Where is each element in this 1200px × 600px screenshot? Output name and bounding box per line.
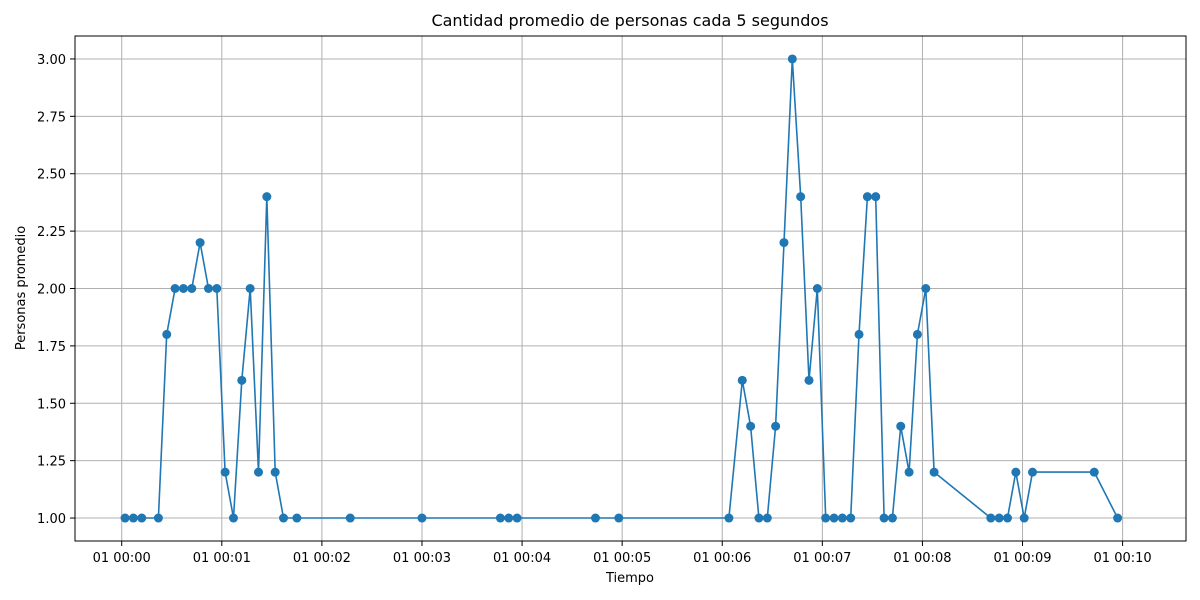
y-tick-label: 1.00 xyxy=(37,512,66,527)
data-point xyxy=(879,513,889,523)
data-point xyxy=(178,284,188,293)
data-point xyxy=(495,513,505,523)
data-point xyxy=(212,284,222,293)
data-point xyxy=(994,513,1004,523)
data-point xyxy=(837,513,847,523)
data-point xyxy=(854,329,864,339)
x-tick-label: 01 00:10 xyxy=(1094,551,1152,566)
data-point xyxy=(904,467,914,477)
axis-ticks: 01 00:00 01 00:01 01 00:02 01 00:03 01 00:04… xyxy=(37,53,1152,566)
data-point xyxy=(1019,513,1029,523)
data-point xyxy=(787,54,797,64)
data-point xyxy=(929,467,939,477)
data-point xyxy=(253,467,263,477)
data-point xyxy=(887,513,897,523)
x-tick-label: 01 00:01 xyxy=(193,551,251,566)
data-point xyxy=(220,467,230,477)
data-point xyxy=(345,513,355,523)
data-point xyxy=(262,192,272,202)
y-tick-label: 2.00 xyxy=(37,283,66,298)
data-point xyxy=(195,238,205,248)
y-axis-label: Personas promedio xyxy=(14,226,29,350)
x-tick-label: 01 00:07 xyxy=(793,551,851,566)
data-point xyxy=(292,513,302,523)
data-point xyxy=(746,421,756,431)
data-point xyxy=(237,375,247,385)
y-tick-label: 1.75 xyxy=(37,340,66,355)
y-tick-label: 2.25 xyxy=(37,225,66,240)
x-tick-label: 01 00:03 xyxy=(393,551,451,566)
x-axis-label: Tiempo xyxy=(605,571,654,586)
data-point xyxy=(771,421,781,431)
data-point xyxy=(137,513,147,523)
x-tick-label: 01 00:04 xyxy=(493,551,551,566)
data-point xyxy=(270,467,280,477)
data-point xyxy=(1089,467,1099,477)
data-point xyxy=(804,375,814,385)
data-point xyxy=(821,513,831,523)
data-point xyxy=(724,513,734,523)
data-point xyxy=(228,513,238,523)
grid xyxy=(75,36,1186,541)
data-point xyxy=(1113,513,1123,523)
data-point xyxy=(614,513,624,523)
y-tick-label: 1.25 xyxy=(37,455,66,470)
data-point xyxy=(1011,467,1021,477)
data-point xyxy=(590,513,600,523)
data-point xyxy=(162,329,172,339)
data-point xyxy=(737,375,747,385)
data-point xyxy=(417,513,427,523)
series-layer xyxy=(120,54,1123,523)
y-tick-label: 2.50 xyxy=(37,168,66,183)
data-point xyxy=(846,513,856,523)
data-point xyxy=(504,513,514,523)
x-tick-label: 01 00:00 xyxy=(93,551,151,566)
y-tick-label: 1.50 xyxy=(37,397,66,412)
data-point xyxy=(829,513,839,523)
data-point xyxy=(812,284,822,293)
data-point xyxy=(512,513,522,523)
data-point xyxy=(1003,513,1013,523)
data-point xyxy=(796,192,806,202)
y-tick-label: 3.00 xyxy=(37,53,66,68)
x-tick-label: 01 00:06 xyxy=(693,551,751,566)
data-point xyxy=(762,513,772,523)
y-tick-label: 2.75 xyxy=(37,110,66,125)
data-point xyxy=(279,513,289,523)
x-tick-label: 01 00:02 xyxy=(293,551,351,566)
data-point xyxy=(120,513,130,523)
data-point xyxy=(170,284,180,293)
data-point xyxy=(986,513,996,523)
data-point xyxy=(203,284,213,293)
data-point xyxy=(1028,467,1038,477)
chart-title: Cantidad promedio de personas cada 5 seg… xyxy=(431,11,828,30)
data-point xyxy=(912,329,922,339)
data-point xyxy=(871,192,881,202)
data-point xyxy=(187,284,197,293)
data-point xyxy=(896,421,906,431)
data-point xyxy=(779,238,789,248)
data-point xyxy=(921,284,931,293)
data-point xyxy=(245,284,255,293)
data-point xyxy=(862,192,872,202)
x-tick-label: 01 00:08 xyxy=(893,551,951,566)
data-point xyxy=(153,513,163,523)
data-point xyxy=(754,513,764,523)
x-tick-label: 01 00:09 xyxy=(993,551,1051,566)
x-tick-label: 01 00:05 xyxy=(593,551,651,566)
data-point xyxy=(128,513,138,523)
